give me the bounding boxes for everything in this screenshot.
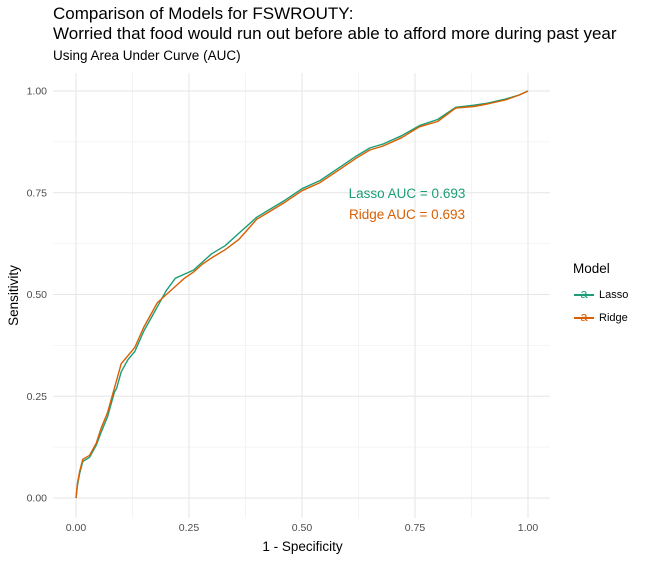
x-tick-label: 0.50 [292,522,313,534]
y-tick-label: 0.75 [27,187,48,199]
y-tick-label: 0.25 [27,391,48,403]
legend-key-lasso: a [573,285,595,305]
x-tick-label: 0.00 [66,522,87,534]
chart-title-line-2: Worried that food would run out before a… [53,24,617,43]
x-tick-label: 0.75 [405,522,426,534]
y-axis-label: Sensitivity [6,265,21,326]
legend-key-ridge: a [573,308,595,328]
legend-item-ridge: a Ridge [573,308,628,328]
legend-label-lasso: Lasso [599,289,629,301]
auc-annotation-lasso: Lasso AUC = 0.693 [349,186,466,201]
legend-label-ridge: Ridge [599,312,628,324]
x-tick-label: 1.00 [518,522,539,534]
series-line-ridge [75,90,529,499]
y-tick-label: 1.00 [27,86,48,98]
chart-subtitle: Using Area Under Curve (AUC) [53,48,241,63]
legend-item-lasso: a Lasso [573,285,628,305]
y-tick-label: 0.50 [27,289,48,301]
legend-title: Model [573,261,610,276]
x-axis-label: 1 - Specificity [262,539,343,554]
y-tick-label: 0.00 [27,493,48,505]
x-tick-label: 0.25 [179,522,200,534]
auc-annotation-ridge: Ridge AUC = 0.693 [349,207,465,222]
series-line-lasso [75,90,529,499]
chart-title-line-1: Comparison of Models for FSWROUTY: [53,4,354,23]
